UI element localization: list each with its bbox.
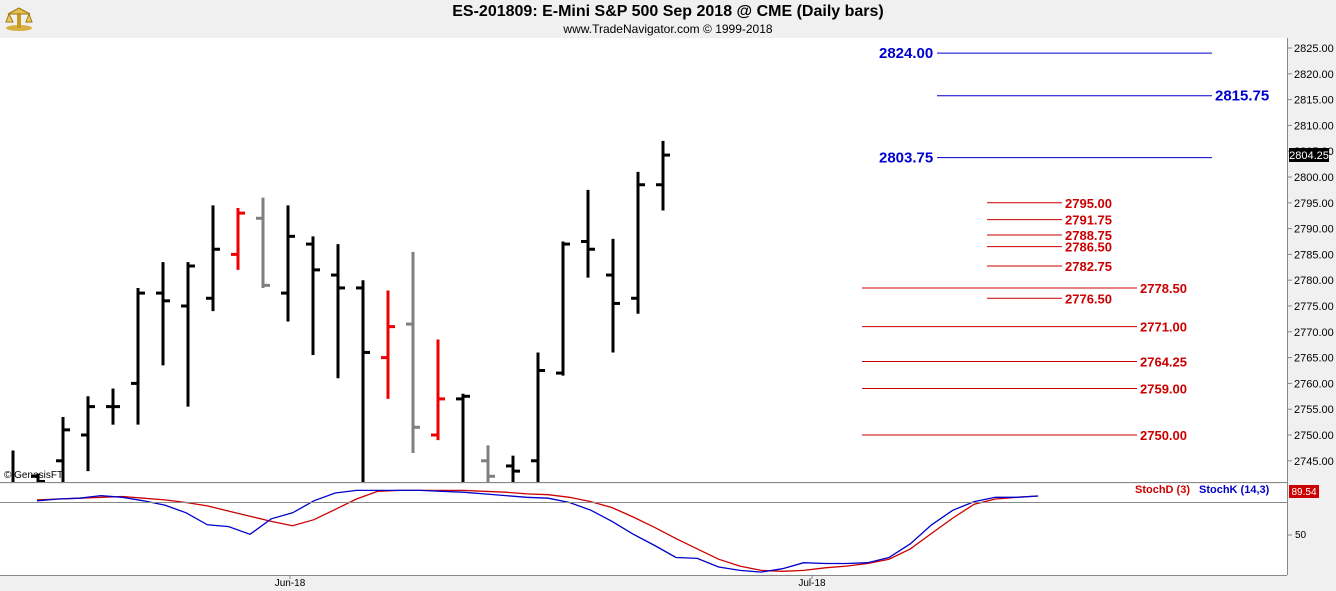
x-label-jun: Jun-18 xyxy=(275,578,306,589)
stoch-series-line xyxy=(36,489,1039,573)
stoch-panel-background xyxy=(0,484,1287,575)
last-price-marker: 2804.25 xyxy=(1289,148,1329,162)
y-tick-label: 2780.00 xyxy=(1294,275,1334,287)
y-tick-label: 2820.00 xyxy=(1294,69,1334,81)
stochd-legend: StochD (3) xyxy=(1135,484,1190,496)
y-tick-label: 2745.00 xyxy=(1294,456,1334,468)
last-price-label: 2804.25 xyxy=(1289,150,1329,162)
y-tick-label: 2755.00 xyxy=(1294,404,1334,416)
level-label: 2778.50 xyxy=(1140,281,1187,296)
y-tick-label: 2775.00 xyxy=(1294,301,1334,313)
level-label: 2788.75 xyxy=(1065,228,1112,243)
price-y-axis: 2745.00 2750.00 2755.00 2760.00 2765.00 2770.… xyxy=(1287,43,1334,468)
price-bars xyxy=(11,140,670,482)
level-label: 2764.25 xyxy=(1140,354,1187,369)
level-label: 2771.00 xyxy=(1140,320,1187,335)
y-tick-label: 2765.00 xyxy=(1294,353,1334,365)
stochk-legend: StochK (14,3) xyxy=(1199,484,1270,496)
stoch-series-line xyxy=(36,489,1039,572)
level-label: 2815.75 xyxy=(1215,88,1269,105)
level-label: 2803.75 xyxy=(879,150,933,167)
stoch-last-value-box xyxy=(1289,485,1319,498)
chart-header: ES-201809: E-Mini S&P 500 Sep 2018 @ CME… xyxy=(0,0,1336,38)
y-tick-label: 2785.00 xyxy=(1294,249,1334,261)
x-label-jul: Jul-18 xyxy=(798,578,826,589)
y-tick-label: 2825.00 xyxy=(1294,43,1334,55)
chart-title: ES-201809: E-Mini S&P 500 Sep 2018 @ CME… xyxy=(452,3,884,20)
level-label: 2824.00 xyxy=(879,45,933,62)
level-label: 2776.50 xyxy=(1065,291,1112,306)
trade-navigator-logo-icon xyxy=(5,7,33,31)
y-tick-label: 2810.00 xyxy=(1294,120,1334,132)
level-label: 2759.00 xyxy=(1140,382,1187,397)
bars-inner xyxy=(11,140,670,482)
y-tick-label: 2795.00 xyxy=(1294,198,1334,210)
y-tick-label: 2760.00 xyxy=(1294,378,1334,390)
level-label: 2782.75 xyxy=(1065,259,1112,274)
chart-area[interactable]: 2745.00 2750.00 2755.00 2760.00 2765.00 2770.… xyxy=(0,38,1336,591)
chart-subtitle: www.TradeNavigator.com © 1999-2018 xyxy=(563,22,773,36)
y-tick-label: 2770.00 xyxy=(1294,327,1334,339)
stoch-y-tick-label: 50 xyxy=(1295,530,1307,541)
stochastic-panel xyxy=(36,489,1039,573)
y-tick-label: 2790.00 xyxy=(1294,224,1334,236)
level-label: 2795.00 xyxy=(1065,196,1112,211)
level-label: 2791.75 xyxy=(1065,213,1112,228)
copyright-label: © GenesisFT xyxy=(4,470,63,481)
y-tick-label: 2750.00 xyxy=(1294,430,1334,442)
y-tick-label: 2815.00 xyxy=(1294,95,1334,107)
level-label: 2750.00 xyxy=(1140,428,1187,443)
y-tick-label: 2800.00 xyxy=(1294,172,1334,184)
level-label: 2786.50 xyxy=(1065,240,1112,255)
price-levels: 2824.00 2815.75 2803.75 2795.00 2791.752788.… xyxy=(862,45,1269,443)
x-axis: Jun-18 Jul-18 xyxy=(275,575,826,589)
stoch-last-value-label: 89.54 xyxy=(1291,487,1316,498)
